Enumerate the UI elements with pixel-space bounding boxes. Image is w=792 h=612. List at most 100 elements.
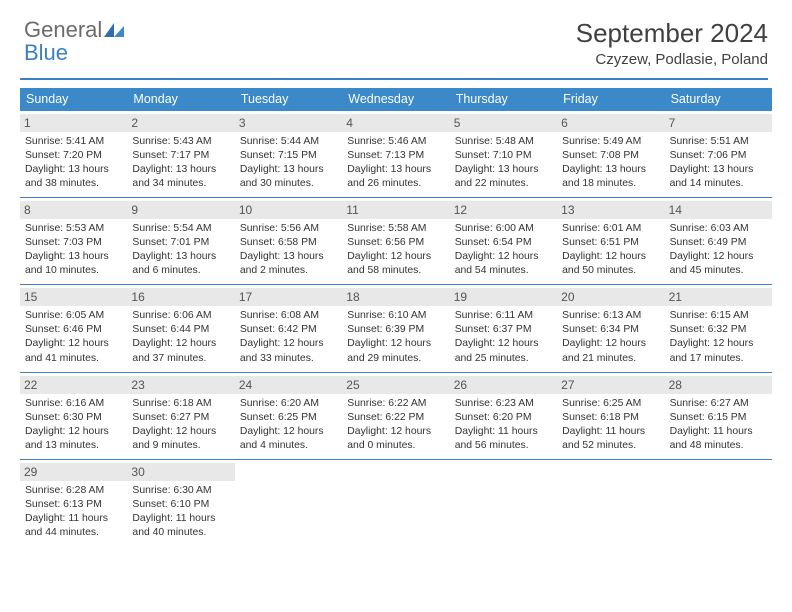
dow-tuesday: Tuesday (235, 88, 342, 111)
sunrise-line: Sunrise: 6:06 AM (132, 309, 229, 323)
day-cell: 27Sunrise: 6:25 AMSunset: 6:18 PMDayligh… (557, 373, 664, 459)
day-number: 7 (665, 114, 772, 132)
day-number: 9 (127, 201, 234, 219)
sunset-line: Sunset: 7:17 PM (132, 149, 229, 163)
day-number: 27 (557, 376, 664, 394)
week-row: 8Sunrise: 5:53 AMSunset: 7:03 PMDaylight… (20, 198, 772, 285)
sunrise-line: Sunrise: 5:54 AM (132, 222, 229, 236)
sunset-line: Sunset: 6:15 PM (670, 411, 767, 425)
day-number: 10 (235, 201, 342, 219)
daylight-line: Daylight: 11 hours and 48 minutes. (670, 425, 767, 453)
day-cell: 7 Sunrise: 5:51 AMSunset: 7:06 PMDaylight… (665, 111, 772, 197)
sunrise-line: Sunrise: 6:20 AM (240, 397, 337, 411)
daylight-line: Daylight: 11 hours and 40 minutes. (132, 512, 229, 540)
sunset-line: Sunset: 7:01 PM (132, 236, 229, 250)
daylight-line: Daylight: 13 hours and 34 minutes. (132, 163, 229, 191)
daylight-line: Daylight: 11 hours and 56 minutes. (455, 425, 552, 453)
day-number: 24 (235, 376, 342, 394)
sunset-line: Sunset: 6:39 PM (347, 323, 444, 337)
daylight-line: Daylight: 12 hours and 50 minutes. (562, 250, 659, 278)
sunset-line: Sunset: 6:20 PM (455, 411, 552, 425)
sunset-line: Sunset: 6:13 PM (25, 498, 122, 512)
logo-word-general: General (24, 17, 102, 42)
sunset-line: Sunset: 6:37 PM (455, 323, 552, 337)
daylight-line: Daylight: 13 hours and 14 minutes. (670, 163, 767, 191)
day-cell: 30Sunrise: 6:30 AMSunset: 6:10 PMDayligh… (127, 460, 234, 546)
day-number: 5 (450, 114, 557, 132)
dow-friday: Friday (557, 88, 664, 111)
sunset-line: Sunset: 6:32 PM (670, 323, 767, 337)
sunset-line: Sunset: 6:10 PM (132, 498, 229, 512)
week-row: 15Sunrise: 6:05 AMSunset: 6:46 PMDayligh… (20, 285, 772, 372)
sunrise-line: Sunrise: 6:03 AM (670, 222, 767, 236)
day-cell: 11Sunrise: 5:58 AMSunset: 6:56 PMDayligh… (342, 198, 449, 284)
day-cell: 17Sunrise: 6:08 AMSunset: 6:42 PMDayligh… (235, 285, 342, 371)
sunset-line: Sunset: 6:22 PM (347, 411, 444, 425)
day-cell: 23Sunrise: 6:18 AMSunset: 6:27 PMDayligh… (127, 373, 234, 459)
day-number: 20 (557, 288, 664, 306)
sunset-line: Sunset: 6:18 PM (562, 411, 659, 425)
week-row: 22Sunrise: 6:16 AMSunset: 6:30 PMDayligh… (20, 373, 772, 460)
daylight-line: Daylight: 13 hours and 10 minutes. (25, 250, 122, 278)
sunrise-line: Sunrise: 5:48 AM (455, 135, 552, 149)
dow-sunday: Sunday (20, 88, 127, 111)
sunrise-line: Sunrise: 6:22 AM (347, 397, 444, 411)
daylight-line: Daylight: 12 hours and 21 minutes. (562, 337, 659, 365)
logo-text: General Blue (24, 18, 126, 64)
day-number: 3 (235, 114, 342, 132)
day-cell: 22Sunrise: 6:16 AMSunset: 6:30 PMDayligh… (20, 373, 127, 459)
dow-saturday: Saturday (665, 88, 772, 111)
day-number: 25 (342, 376, 449, 394)
sunset-line: Sunset: 7:13 PM (347, 149, 444, 163)
daylight-line: Daylight: 11 hours and 52 minutes. (562, 425, 659, 453)
sunrise-line: Sunrise: 5:51 AM (670, 135, 767, 149)
month-title: September 2024 (576, 18, 768, 49)
sunrise-line: Sunrise: 6:16 AM (25, 397, 122, 411)
day-number: 18 (342, 288, 449, 306)
day-cell: 16Sunrise: 6:06 AMSunset: 6:44 PMDayligh… (127, 285, 234, 371)
day-cell: 3Sunrise: 5:44 AMSunset: 7:15 PMDaylight… (235, 111, 342, 197)
day-cell: 1Sunrise: 5:41 AMSunset: 7:20 PMDaylight… (20, 111, 127, 197)
daylight-line: Daylight: 13 hours and 22 minutes. (455, 163, 552, 191)
sunrise-line: Sunrise: 6:13 AM (562, 309, 659, 323)
day-cell: 14Sunrise: 6:03 AMSunset: 6:49 PMDayligh… (665, 198, 772, 284)
day-cell: 25Sunrise: 6:22 AMSunset: 6:22 PMDayligh… (342, 373, 449, 459)
dow-thursday: Thursday (450, 88, 557, 111)
day-number: 11 (342, 201, 449, 219)
logo-mark-icon (104, 18, 126, 41)
day-cell: 12Sunrise: 6:00 AMSunset: 6:54 PMDayligh… (450, 198, 557, 284)
day-cell: 2Sunrise: 5:43 AMSunset: 7:17 PMDaylight… (127, 111, 234, 197)
day-cell: 8Sunrise: 5:53 AMSunset: 7:03 PMDaylight… (20, 198, 127, 284)
day-cell: 24Sunrise: 6:20 AMSunset: 6:25 PMDayligh… (235, 373, 342, 459)
daylight-line: Daylight: 13 hours and 30 minutes. (240, 163, 337, 191)
sunrise-line: Sunrise: 6:00 AM (455, 222, 552, 236)
daylight-line: Daylight: 13 hours and 26 minutes. (347, 163, 444, 191)
day-cell (665, 460, 772, 546)
day-number: 14 (665, 201, 772, 219)
sunrise-line: Sunrise: 6:30 AM (132, 484, 229, 498)
sunrise-line: Sunrise: 5:49 AM (562, 135, 659, 149)
daylight-line: Daylight: 12 hours and 54 minutes. (455, 250, 552, 278)
daylight-line: Daylight: 13 hours and 6 minutes. (132, 250, 229, 278)
sunset-line: Sunset: 6:54 PM (455, 236, 552, 250)
sunset-line: Sunset: 6:34 PM (562, 323, 659, 337)
day-cell: 13Sunrise: 6:01 AMSunset: 6:51 PMDayligh… (557, 198, 664, 284)
week-row: 29Sunrise: 6:28 AMSunset: 6:13 PMDayligh… (20, 460, 772, 546)
day-number: 21 (665, 288, 772, 306)
day-number: 13 (557, 201, 664, 219)
daylight-line: Daylight: 13 hours and 2 minutes. (240, 250, 337, 278)
day-cell: 26Sunrise: 6:23 AMSunset: 6:20 PMDayligh… (450, 373, 557, 459)
sunset-line: Sunset: 7:06 PM (670, 149, 767, 163)
sunset-line: Sunset: 6:27 PM (132, 411, 229, 425)
dow-monday: Monday (127, 88, 234, 111)
daylight-line: Daylight: 12 hours and 17 minutes. (670, 337, 767, 365)
day-number: 23 (127, 376, 234, 394)
sunset-line: Sunset: 7:03 PM (25, 236, 122, 250)
day-number: 4 (342, 114, 449, 132)
sunset-line: Sunset: 6:49 PM (670, 236, 767, 250)
sunrise-line: Sunrise: 5:53 AM (25, 222, 122, 236)
week-row: 1Sunrise: 5:41 AMSunset: 7:20 PMDaylight… (20, 111, 772, 198)
day-number: 1 (20, 114, 127, 132)
day-cell: 10Sunrise: 5:56 AMSunset: 6:58 PMDayligh… (235, 198, 342, 284)
day-number: 19 (450, 288, 557, 306)
